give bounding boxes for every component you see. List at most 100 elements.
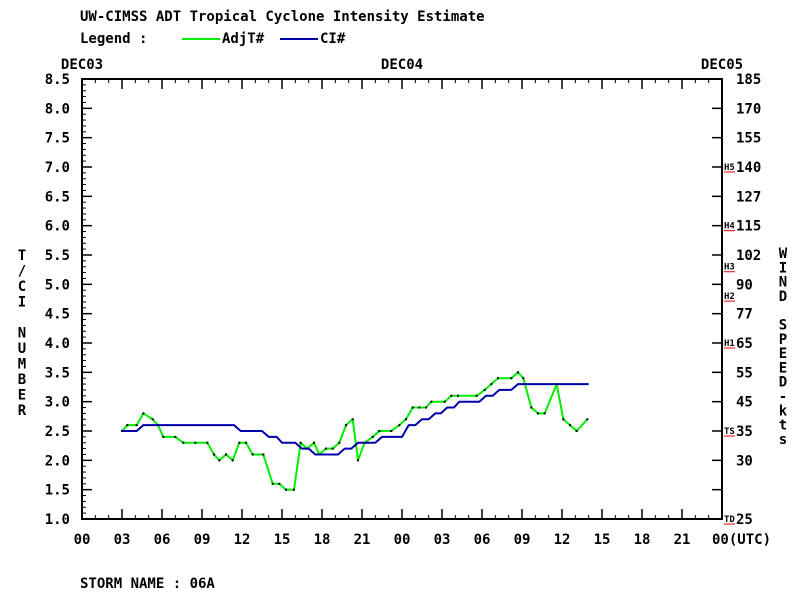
series-point-adjt [325,447,327,450]
axis-title-letter: P [779,332,787,348]
right-tick-label: 140 [736,160,761,176]
x-tick-label: 03 [434,532,451,548]
series-point-adjt [586,418,589,421]
series-point-adjt [142,412,145,415]
series-point-adjt [425,406,427,409]
category-marker-label: TD [724,515,735,525]
series-point-adjt [457,394,459,397]
x-tick-label: 12 [234,532,251,548]
series-point-adjt [194,441,197,444]
left-tick-label: 5.0 [45,277,70,293]
left-tick-label: 8.5 [45,72,70,88]
series-point-adjt [543,412,546,415]
series-line-ci [122,383,589,456]
x-tick-label: 12 [554,532,571,548]
left-tick-label: 5.5 [45,248,70,264]
series-point-adjt [262,453,265,456]
x-tick-label: 18 [634,532,651,548]
series-point-adjt [135,424,138,427]
series-point-adjt [299,441,302,444]
right-tick-label: 115 [736,219,761,235]
series-point-adjt [151,418,154,421]
series-point-adjt [338,441,341,444]
left-tick-label: 4.5 [45,307,70,323]
right-tick-label: 127 [736,189,761,205]
series-point-adjt [206,441,209,444]
left-tick-label: 3.0 [45,395,70,411]
axis-title-letter: D [779,289,787,305]
series-point-adjt [331,447,334,450]
category-marker-label: H2 [724,292,735,302]
series-point-adjt [490,383,493,386]
series-point-adjt [174,435,177,438]
series-point-adjt [278,482,281,485]
date-label: DEC04 [381,57,423,73]
axis-title-letter: I [18,295,26,311]
series-point-adjt [271,482,274,485]
category-marker-label: H1 [724,339,735,349]
series-point-adjt [182,441,185,444]
axis-title-letter: t [779,418,787,434]
series-point-adjt [450,394,453,397]
series-point-adjt [126,424,129,427]
x-tick-label: 21 [674,532,691,548]
series-point-adjt [418,406,421,409]
series-point-adjt [357,459,359,462]
x-tick-label: 18 [314,532,331,548]
x-tick-label: 15 [594,532,611,548]
axis-title-letter: M [18,357,26,373]
left-tick-label: 6.0 [45,219,70,235]
axis-title-letter: S [779,318,787,334]
axis-title-letter: E [779,360,787,376]
right-tick-label: 102 [736,248,761,264]
right-tick-label: 90 [736,277,753,293]
series-point-adjt [517,371,519,374]
series-point-adjt [231,459,234,462]
date-label: DEC05 [701,57,743,73]
axis-title-letter: T [18,248,26,264]
right-tick-label: 170 [736,101,761,117]
right-tick-label: 65 [736,336,753,352]
axis-title-letter: U [18,341,26,357]
series-point-adjt [398,424,401,427]
series-point-adjt [162,435,165,438]
category-marker-label: H5 [724,163,735,173]
chart-title: UW-CIMSS ADT Tropical Cyclone Intensity … [80,9,485,25]
category-marker-label: H4 [724,222,735,232]
right-tick-label: 45 [736,395,753,411]
x-tick-label: 09 [514,532,531,548]
category-marker-label: TS [724,427,735,437]
series-point-adjt [345,424,347,427]
series-point-adjt [371,435,374,438]
left-tick-label: 7.0 [45,160,70,176]
axis-title-letter: E [18,388,26,404]
axis-title-letter: N [18,326,26,342]
right-tick-label: 55 [736,365,753,381]
axis-title-letter: k [779,403,788,419]
series-point-adjt [313,441,315,444]
series-point-adjt [562,418,565,421]
axis-title-letter: D [779,375,787,391]
right-tick-label: 155 [736,131,761,147]
series-point-adjt [218,459,221,462]
series-point-adjt [285,488,287,491]
series-point-adjt [575,430,578,432]
series-point-adjt [483,388,486,391]
right-tick-label: 77 [736,307,753,323]
x-tick-label: 15 [274,532,291,548]
series-point-adjt [522,377,525,380]
series-point-adjt [569,424,571,427]
storm-name: STORM NAME : 06A [80,576,215,592]
x-tick-label: 21 [354,532,371,548]
axis-title-letter: I [779,260,787,276]
left-tick-label: 2.5 [45,424,70,440]
series-line-adjt [121,371,589,491]
left-tick-label: 2.0 [45,453,70,469]
right-tick-label: 185 [736,72,761,88]
left-tick-label: 3.5 [45,365,70,381]
axis-title-letter: N [779,275,787,291]
axis-title-letter: R [18,403,27,419]
